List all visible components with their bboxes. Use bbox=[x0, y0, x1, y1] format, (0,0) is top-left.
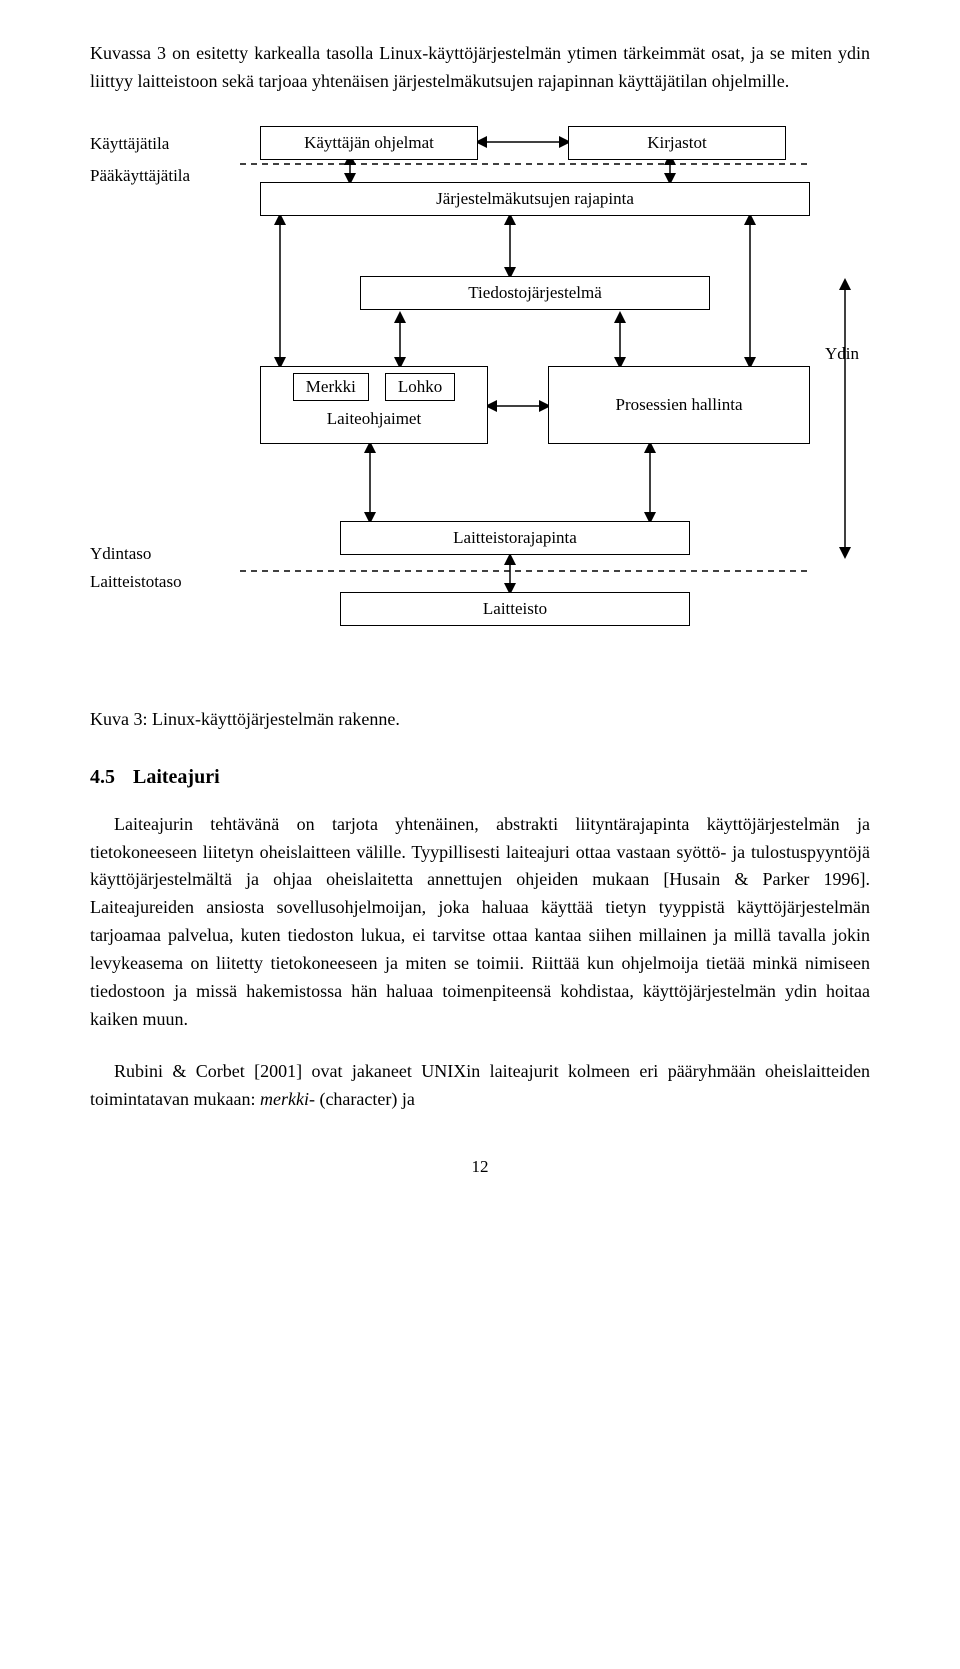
architecture-diagram: Käyttäjätila Pääkäyttäjätila Ydintaso La… bbox=[90, 126, 870, 686]
box-char-driver: Merkki bbox=[293, 373, 369, 401]
box-device-drivers: Merkki Lohko Laiteohjaimet bbox=[260, 366, 488, 444]
section-number: 4.5 bbox=[90, 766, 115, 788]
box-process-mgmt: Prosessien hallinta bbox=[548, 366, 810, 444]
box-filesystem: Tiedostojärjestelmä bbox=[360, 276, 710, 310]
label-hwlevel: Laitteistotaso bbox=[90, 572, 182, 592]
label-userspace: Käyttäjätila bbox=[90, 134, 169, 154]
body-paragraph-2: Rubini & Corbet [2001] ovat jakaneet UNI… bbox=[90, 1058, 870, 1114]
figure-caption: Kuva 3: Linux-käyttöjärjestelmän rakenne… bbox=[90, 706, 870, 734]
box-libraries: Kirjastot bbox=[568, 126, 786, 160]
box-hardware: Laitteisto bbox=[340, 592, 690, 626]
section-title: Laiteajuri bbox=[133, 766, 220, 788]
intro-paragraph: Kuvassa 3 on esitetty karkealla tasolla … bbox=[90, 40, 870, 96]
box-user-programs: Käyttäjän ohjelmat bbox=[260, 126, 478, 160]
body-paragraph-1: Laiteajurin tehtävänä on tarjota yhtenäi… bbox=[90, 811, 870, 1034]
para3-em: merkki bbox=[260, 1089, 309, 1109]
label-superspace: Pääkäyttäjätila bbox=[90, 166, 190, 186]
box-hw-interface: Laitteistorajapinta bbox=[340, 521, 690, 555]
para3-text-pre: Rubini & Corbet [2001] ovat jakaneet UNI… bbox=[90, 1061, 870, 1109]
box-block-driver: Lohko bbox=[385, 373, 455, 401]
label-kernellevel: Ydintaso bbox=[90, 544, 151, 564]
label-kernel: Ydin bbox=[825, 344, 859, 364]
section-heading: 4.5 Laiteajuri bbox=[90, 762, 870, 793]
para3-text-post: - (character) ja bbox=[309, 1089, 415, 1109]
page-number: 12 bbox=[90, 1154, 870, 1180]
box-syscall-interface: Järjestelmäkutsujen rajapinta bbox=[260, 182, 810, 216]
box-device-drivers-label: Laiteohjaimet bbox=[267, 409, 481, 429]
